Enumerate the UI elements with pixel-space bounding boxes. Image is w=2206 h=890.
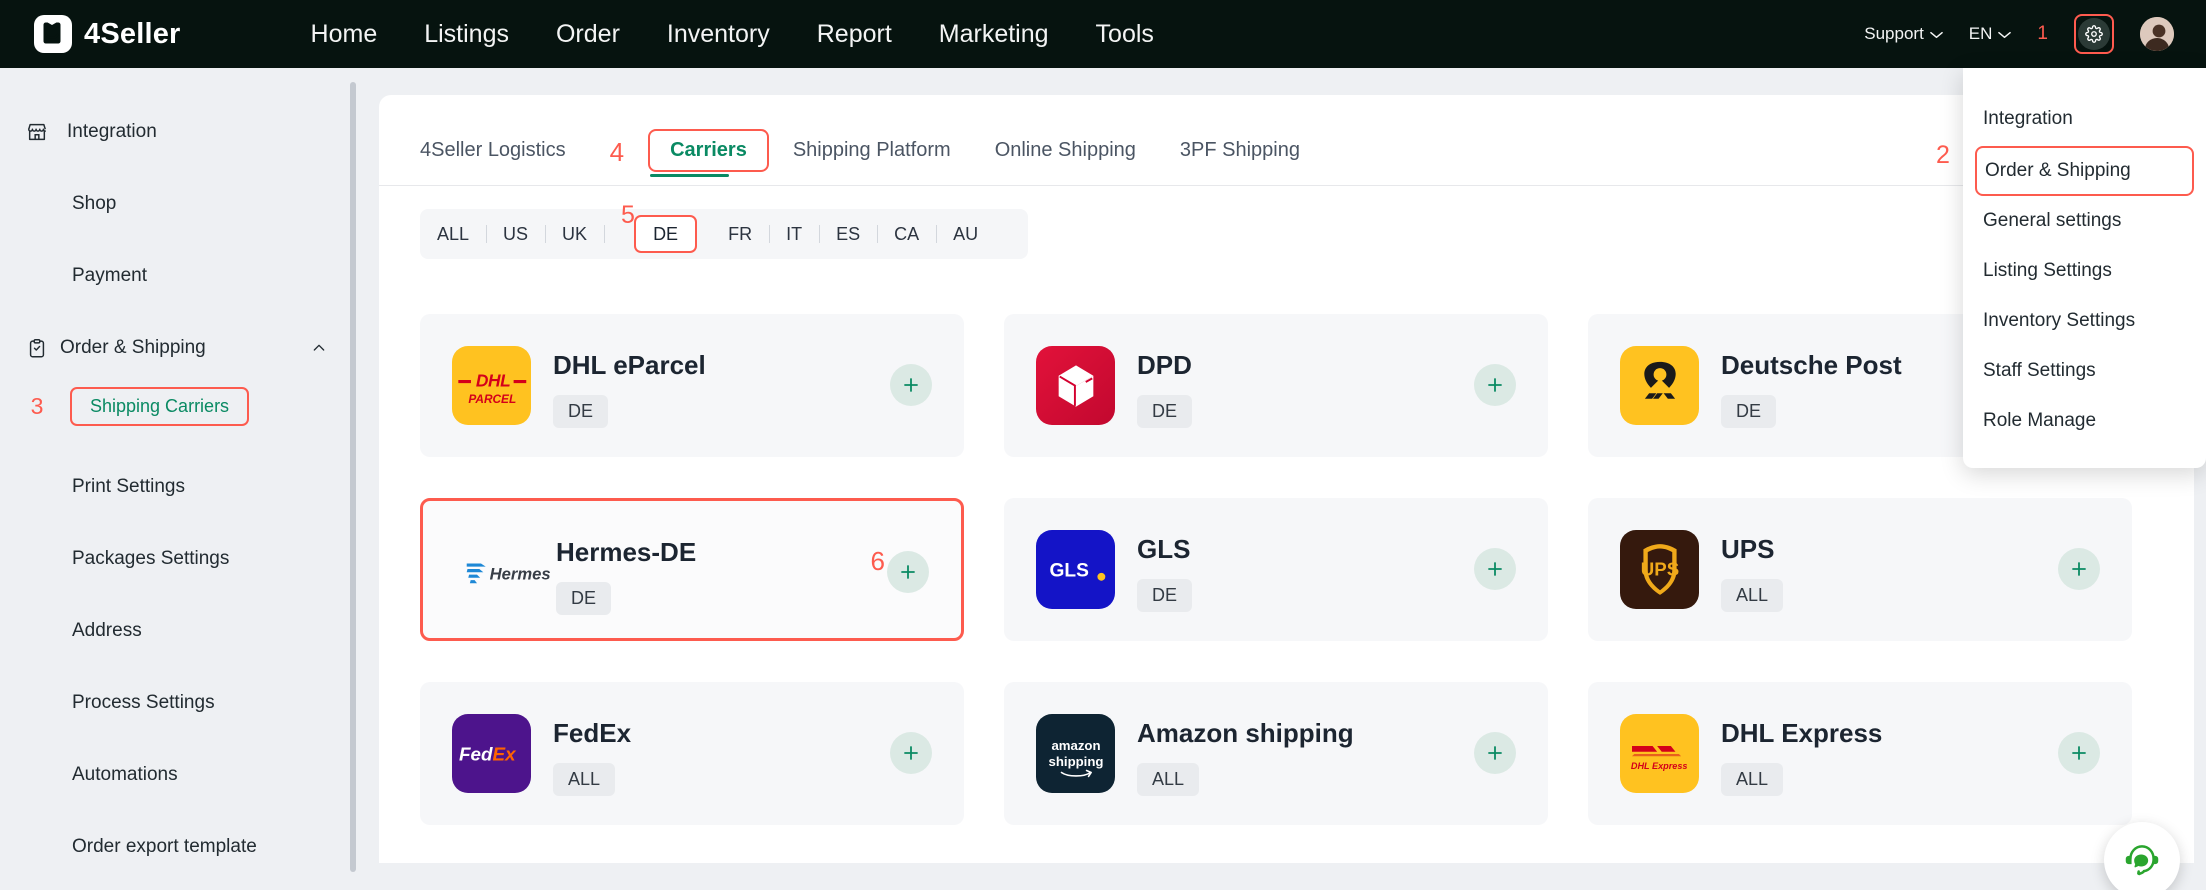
svg-text:DHL: DHL bbox=[476, 370, 511, 390]
svg-text:amazon: amazon bbox=[1051, 738, 1100, 753]
svg-text:UPS: UPS bbox=[1640, 558, 1678, 579]
svg-text:GLS: GLS bbox=[1049, 560, 1089, 581]
svg-text:DHL Express: DHL Express bbox=[1630, 760, 1687, 770]
svg-text:shipping: shipping bbox=[1048, 753, 1103, 768]
svg-text:Hermes: Hermes bbox=[490, 564, 551, 583]
svg-text:FedEx: FedEx bbox=[459, 743, 517, 764]
svg-text:PARCEL: PARCEL bbox=[468, 392, 516, 406]
